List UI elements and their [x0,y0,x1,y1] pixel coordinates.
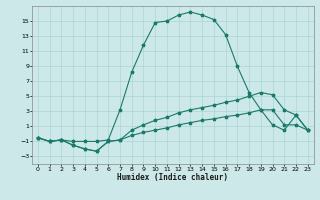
X-axis label: Humidex (Indice chaleur): Humidex (Indice chaleur) [117,173,228,182]
